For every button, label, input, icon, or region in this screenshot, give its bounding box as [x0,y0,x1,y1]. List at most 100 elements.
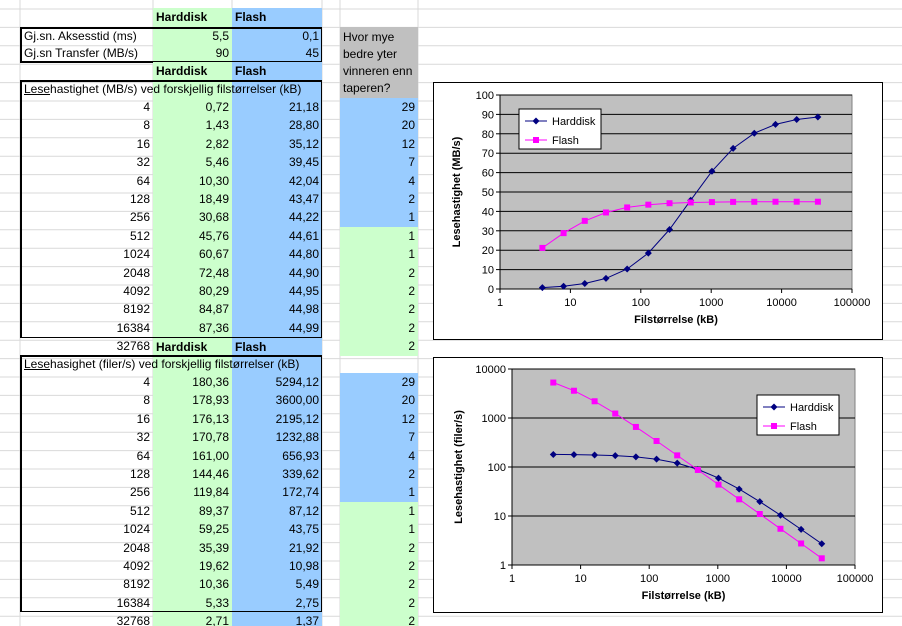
table-row-ratio[interactable]: 2 [340,300,418,319]
table-row-size[interactable]: 512 [129,228,150,243]
table-row-harddisk[interactable]: 5,33 [153,593,232,613]
table-row-flash[interactable]: 28,80 [232,116,322,135]
table-row-size[interactable]: 1024 [123,522,150,537]
table-row-size[interactable]: 8 [143,118,150,133]
table-row-size[interactable]: 4092 [123,559,150,573]
table-row-ratio[interactable]: 2 [340,575,418,594]
table-row-ratio[interactable]: 2 [340,538,418,557]
table1-header-harddisk[interactable]: Harddisk [153,62,232,81]
table-row-harddisk[interactable]: 30,68 [153,208,232,227]
table-row-size[interactable]: 128 [129,467,150,481]
table1-header-flash[interactable]: Flash [232,62,322,81]
top-header-flash[interactable]: Flash [232,8,322,27]
table-row-flash[interactable]: 39,45 [232,153,322,172]
table-row-harddisk[interactable]: 19,62 [153,557,232,576]
question-box[interactable]: Hvor mye bedre yter vinneren enn taperen… [340,27,418,103]
table-row-flash[interactable]: 44,22 [232,208,322,227]
table-row-harddisk[interactable]: 10,36 [153,575,232,594]
table-row-ratio[interactable]: 2 [340,612,418,626]
summary-label-transfer[interactable]: Gj.sn Transfer (MB/s) [24,46,139,60]
table-row-flash[interactable]: 2195,12 [232,409,322,429]
table-row-ratio[interactable]: 4 [340,171,418,190]
table-row-size[interactable]: 16 [136,136,150,151]
table-row-ratio[interactable]: 2 [340,557,418,576]
table-row-flash[interactable]: 44,99 [232,318,322,338]
table-row-ratio[interactable]: 2 [340,282,418,301]
chart-mbps[interactable]: 0 10 20 30 40 50 60 70 80 90 100 1 10 100 1000 10000 100… [433,82,883,340]
table-row-harddisk[interactable]: 72,48 [153,263,232,282]
summary-harddisk-transfer[interactable]: 90 [153,44,232,63]
table-row-flash[interactable]: 172,74 [232,483,322,502]
table-row-harddisk[interactable]: 60,67 [153,245,232,264]
table-row-size[interactable]: 32 [136,155,150,170]
table-row-size[interactable]: 32 [136,430,150,445]
table-row-size[interactable]: 512 [129,503,150,518]
summary-flash-transfer[interactable]: 45 [232,44,322,63]
table-row-harddisk[interactable]: 180,36 [153,373,232,392]
table-row-ratio[interactable]: 2 [340,263,418,282]
summary-harddisk-access[interactable]: 5,5 [153,27,232,46]
table-row-ratio[interactable]: 7 [340,428,418,447]
table-row-size[interactable]: 64 [136,448,150,463]
table-row-harddisk[interactable]: 5,46 [153,153,232,172]
table-row-flash[interactable]: 44,80 [232,245,322,264]
table-row-harddisk[interactable]: 2,82 [153,134,232,154]
table-row-size[interactable]: 256 [129,210,150,225]
table-row-ratio[interactable]: 2 [340,593,418,613]
summary-flash-access[interactable]: 0,1 [232,27,322,46]
table2-header-flash[interactable]: Flash [232,338,322,357]
table-row-size[interactable]: 16 [136,411,150,426]
table-row-size[interactable]: 4 [143,375,150,389]
table-row-flash[interactable]: 87,12 [232,501,322,521]
table-row-harddisk[interactable]: 18,49 [153,190,232,209]
table-row-flash[interactable]: 21,18 [232,98,322,117]
table-row-ratio[interactable]: 12 [340,134,418,154]
table-row-ratio[interactable]: 1 [340,520,418,539]
table-row-size[interactable]: 32768 [116,614,150,626]
table-row-size[interactable]: 1024 [123,247,150,262]
table-row-flash[interactable]: 21,92 [232,538,322,557]
table-row-flash[interactable]: 5,49 [232,575,322,594]
table-row-harddisk[interactable]: 144,46 [153,465,232,484]
table-row-ratio[interactable]: 2 [340,190,418,209]
table-row-size[interactable]: 8 [143,393,150,408]
table-row-ratio[interactable]: 20 [340,391,418,410]
table-row-harddisk[interactable]: 170,78 [153,428,232,447]
table-row-size[interactable]: 32768 [116,339,150,354]
table-row-ratio[interactable]: 29 [340,98,418,117]
table-row-size[interactable]: 16384 [116,320,150,335]
table-row-flash[interactable]: 43,47 [232,190,322,209]
table-row-harddisk[interactable]: 0,72 [153,98,232,117]
table-row-flash[interactable]: 5294,12 [232,373,322,392]
table-row-harddisk[interactable]: 35,39 [153,538,232,557]
table-row-size[interactable]: 8192 [123,577,150,592]
table-row-ratio[interactable]: 1 [340,501,418,521]
table-row-harddisk[interactable]: 1,43 [153,116,232,135]
table-row-harddisk[interactable]: 89,37 [153,501,232,521]
table-row-ratio[interactable]: 12 [340,409,418,429]
table-row-ratio[interactable]: 2 [340,318,418,338]
table-row-ratio[interactable]: 1 [340,245,418,264]
table-row-flash[interactable]: 10,98 [232,557,322,576]
table-row-ratio[interactable]: 4 [340,446,418,465]
table-row-harddisk[interactable]: 87,36 [153,318,232,338]
table-row-flash[interactable]: 43,75 [232,520,322,539]
table-row-size[interactable]: 128 [129,192,150,206]
table-row-ratio[interactable]: 7 [340,153,418,172]
table-row-size[interactable]: 2048 [123,540,150,555]
table-row-size[interactable]: 2048 [123,265,150,280]
table-row-size[interactable]: 4092 [123,284,150,298]
table2-title[interactable]: Lesehasighet (filer/s) ved forskjellig f… [21,355,322,374]
table-row-size[interactable]: 4 [143,100,150,114]
table-row-flash[interactable]: 1,37 [232,612,322,626]
table-row-harddisk[interactable]: 84,87 [153,300,232,319]
table-row-flash[interactable]: 1232,88 [232,428,322,447]
table-row-flash[interactable]: 35,12 [232,134,322,154]
table-row-flash[interactable]: 2,75 [232,593,322,613]
table-row-ratio[interactable]: 20 [340,116,418,135]
table-row-size[interactable]: 64 [136,173,150,188]
table1-title[interactable]: Lesehastighet (MB/s) ved forskjellig fil… [21,80,322,99]
table-row-ratio[interactable]: 29 [340,373,418,392]
table-row-size[interactable]: 16384 [116,595,150,610]
table-row-ratio[interactable]: 1 [340,483,418,502]
